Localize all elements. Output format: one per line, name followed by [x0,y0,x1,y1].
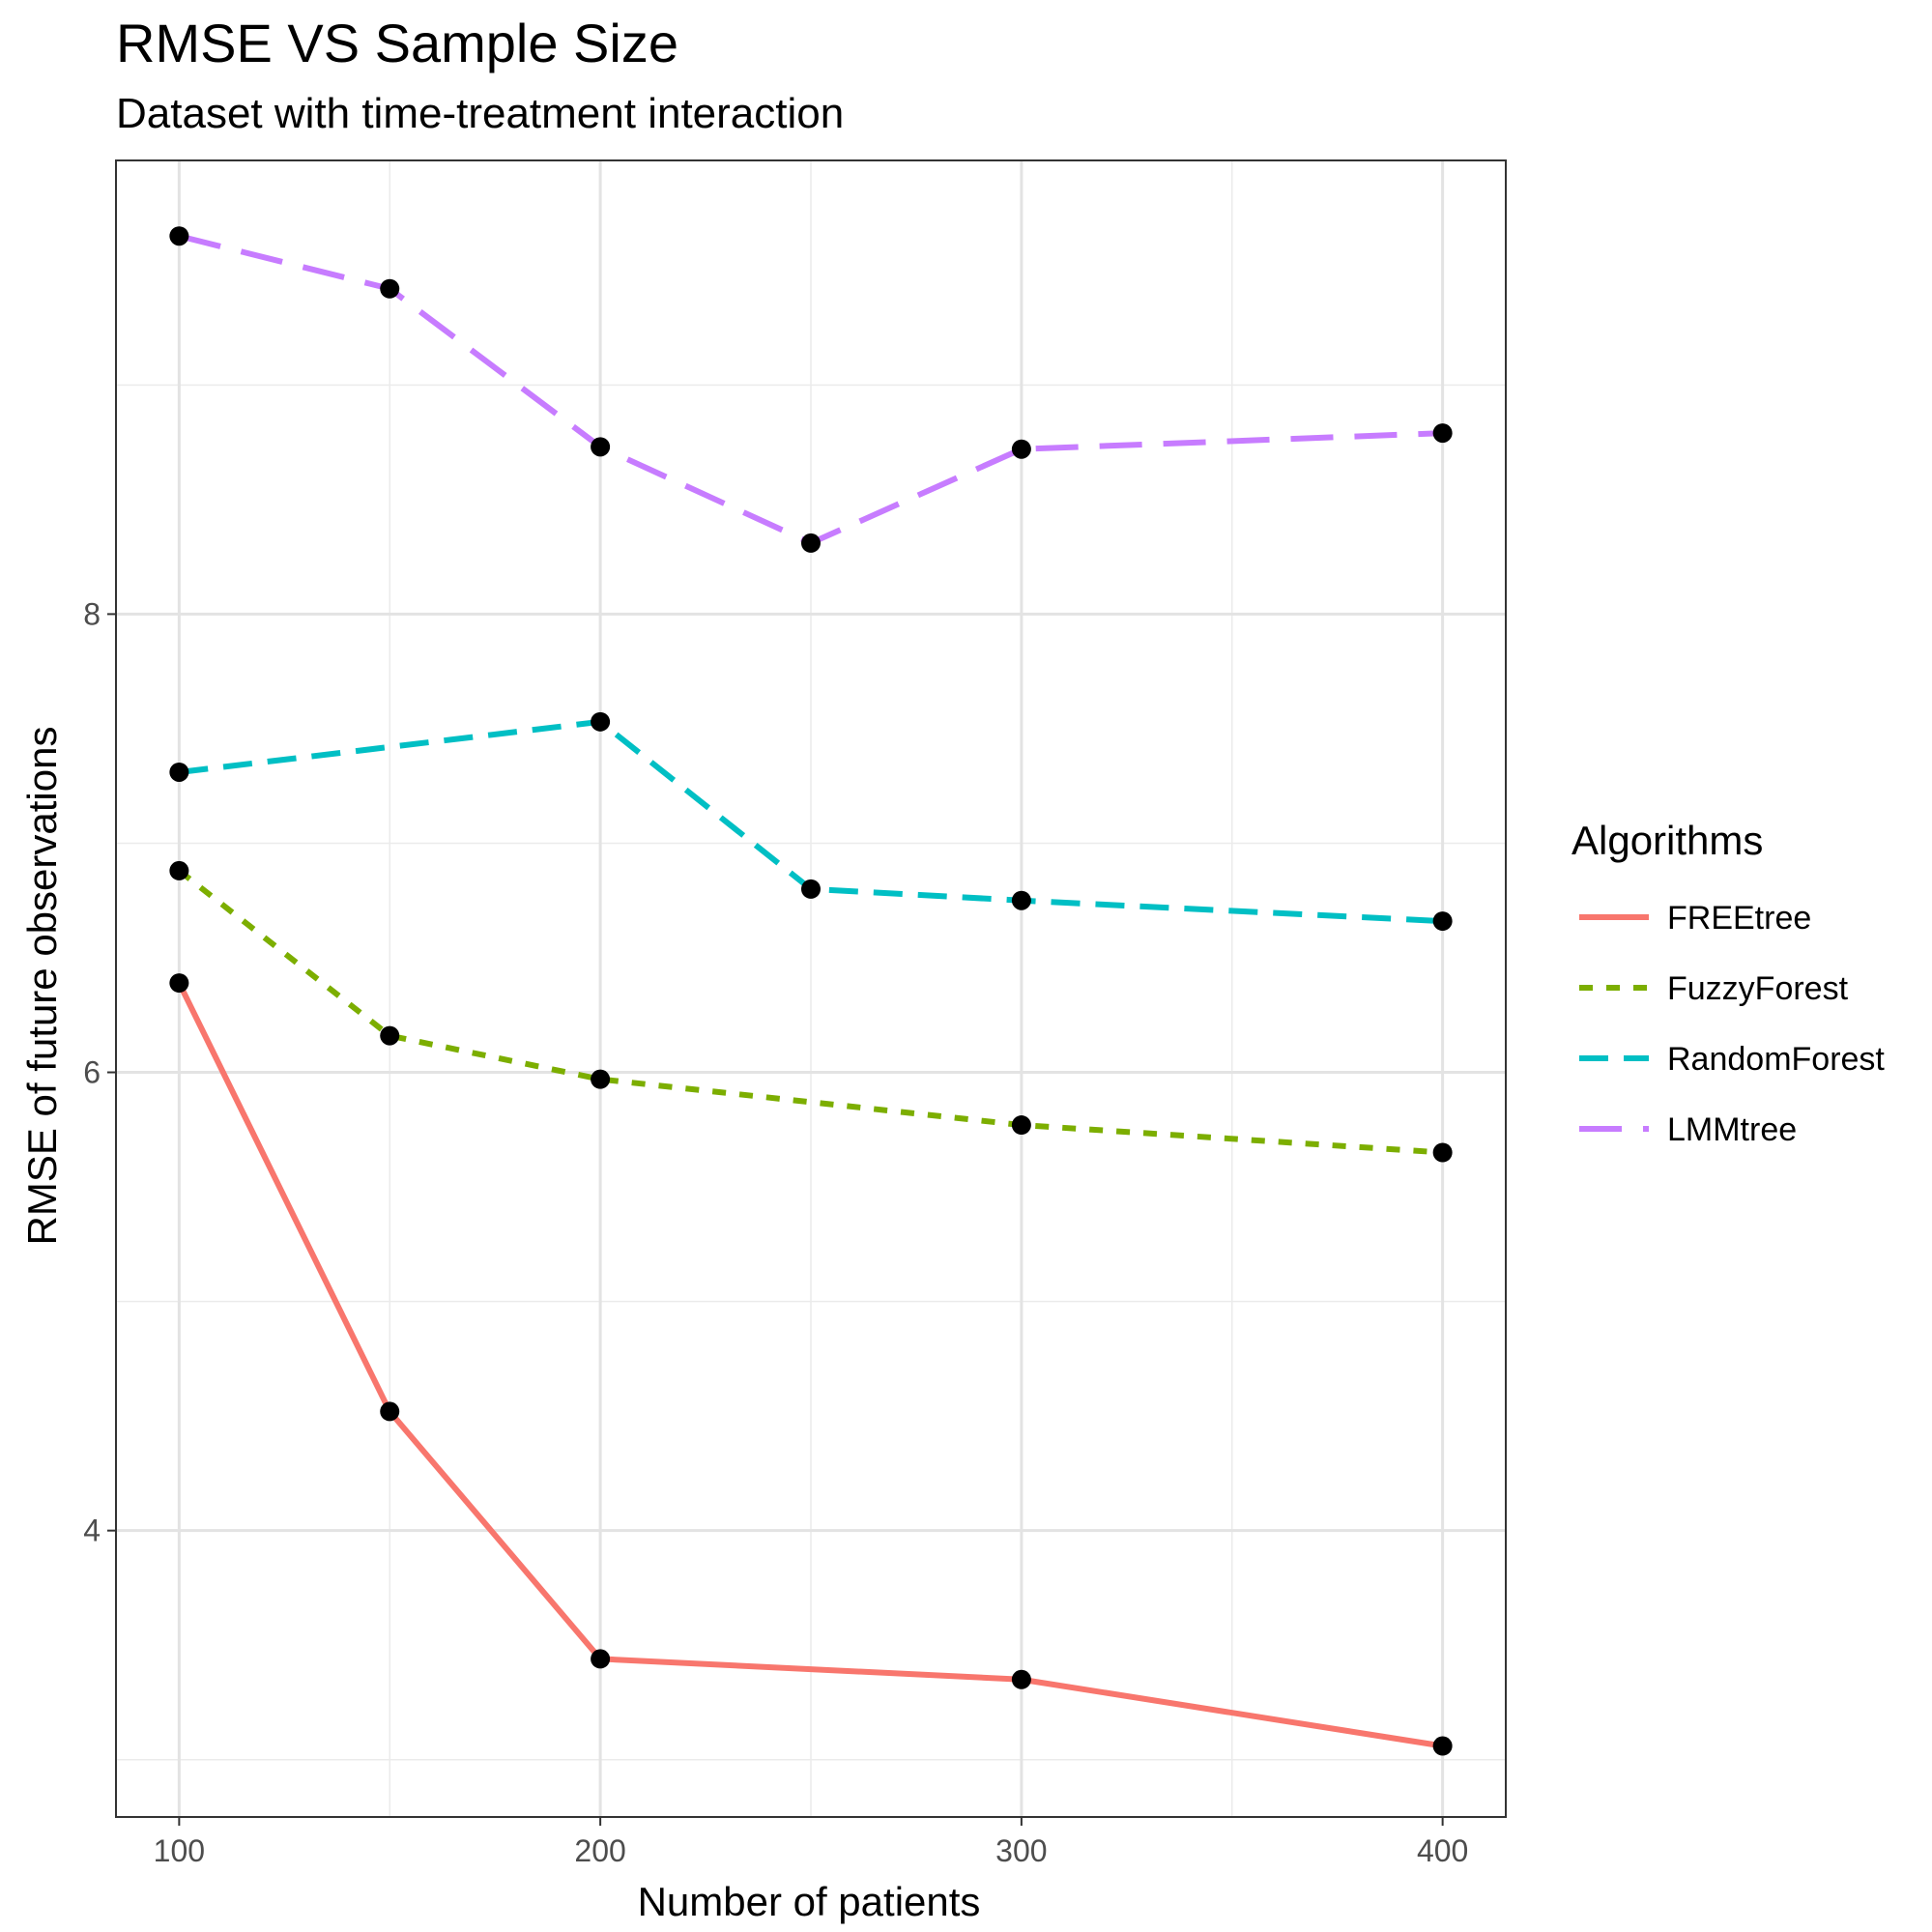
data-point-freetree [591,1649,611,1669]
legend: Algorithms FREEtree FuzzyForest RandomFore… [1572,818,1885,1148]
data-point-fuzzyforest [1011,1115,1031,1136]
data-point-lmmtree [380,278,400,299]
data-point-lmmtree [1432,423,1453,444]
legend-label-randomforest: RandomForest [1667,1041,1885,1078]
data-point-lmmtree [591,437,611,457]
legend-label-freetree: FREEtree [1667,900,1811,937]
data-point-lmmtree [1011,439,1031,459]
data-point-lmmtree [801,533,821,553]
series-points [169,226,1453,1756]
legend-label-fuzzyforest: FuzzyForest [1667,970,1849,1007]
x-tick-label: 100 [154,1833,205,1868]
y-axis-title: RMSE of future observations [19,727,65,1246]
x-tick-label: 400 [1417,1833,1468,1868]
x-axis-title: Number of patients [638,1879,981,1924]
data-point-freetree [1011,1669,1031,1689]
chart-title: RMSE VS Sample Size [116,13,678,73]
data-point-randomforest [801,879,821,899]
data-point-lmmtree [169,226,189,246]
plot-panel-border [115,159,1507,1818]
data-point-randomforest [1011,890,1031,910]
y-tick-label: 4 [83,1514,101,1548]
series-line-lmmtree [178,233,1443,546]
legend-title: Algorithms [1572,818,1763,863]
data-point-fuzzyforest [1432,1142,1453,1163]
data-point-randomforest [591,711,611,732]
data-point-freetree [380,1401,400,1422]
data-point-randomforest [1432,911,1453,932]
data-point-fuzzyforest [380,1025,400,1046]
x-tick-label: 200 [574,1833,625,1868]
legend-label-lmmtree: LMMtree [1667,1111,1797,1148]
data-point-freetree [1432,1736,1453,1756]
data-point-fuzzyforest [169,860,189,880]
data-point-freetree [169,973,189,994]
y-tick-label: 8 [83,596,101,631]
x-axis: 100 200 300 400 [154,1817,1468,1868]
y-axis: 4 6 8 [83,596,116,1548]
data-point-randomforest [169,762,189,782]
chart-subtitle: Dataset with time-treatment interaction [116,90,844,137]
y-tick-label: 6 [83,1055,101,1090]
x-tick-label: 300 [995,1833,1047,1868]
data-point-fuzzyforest [591,1069,611,1089]
grid [116,160,1506,1817]
